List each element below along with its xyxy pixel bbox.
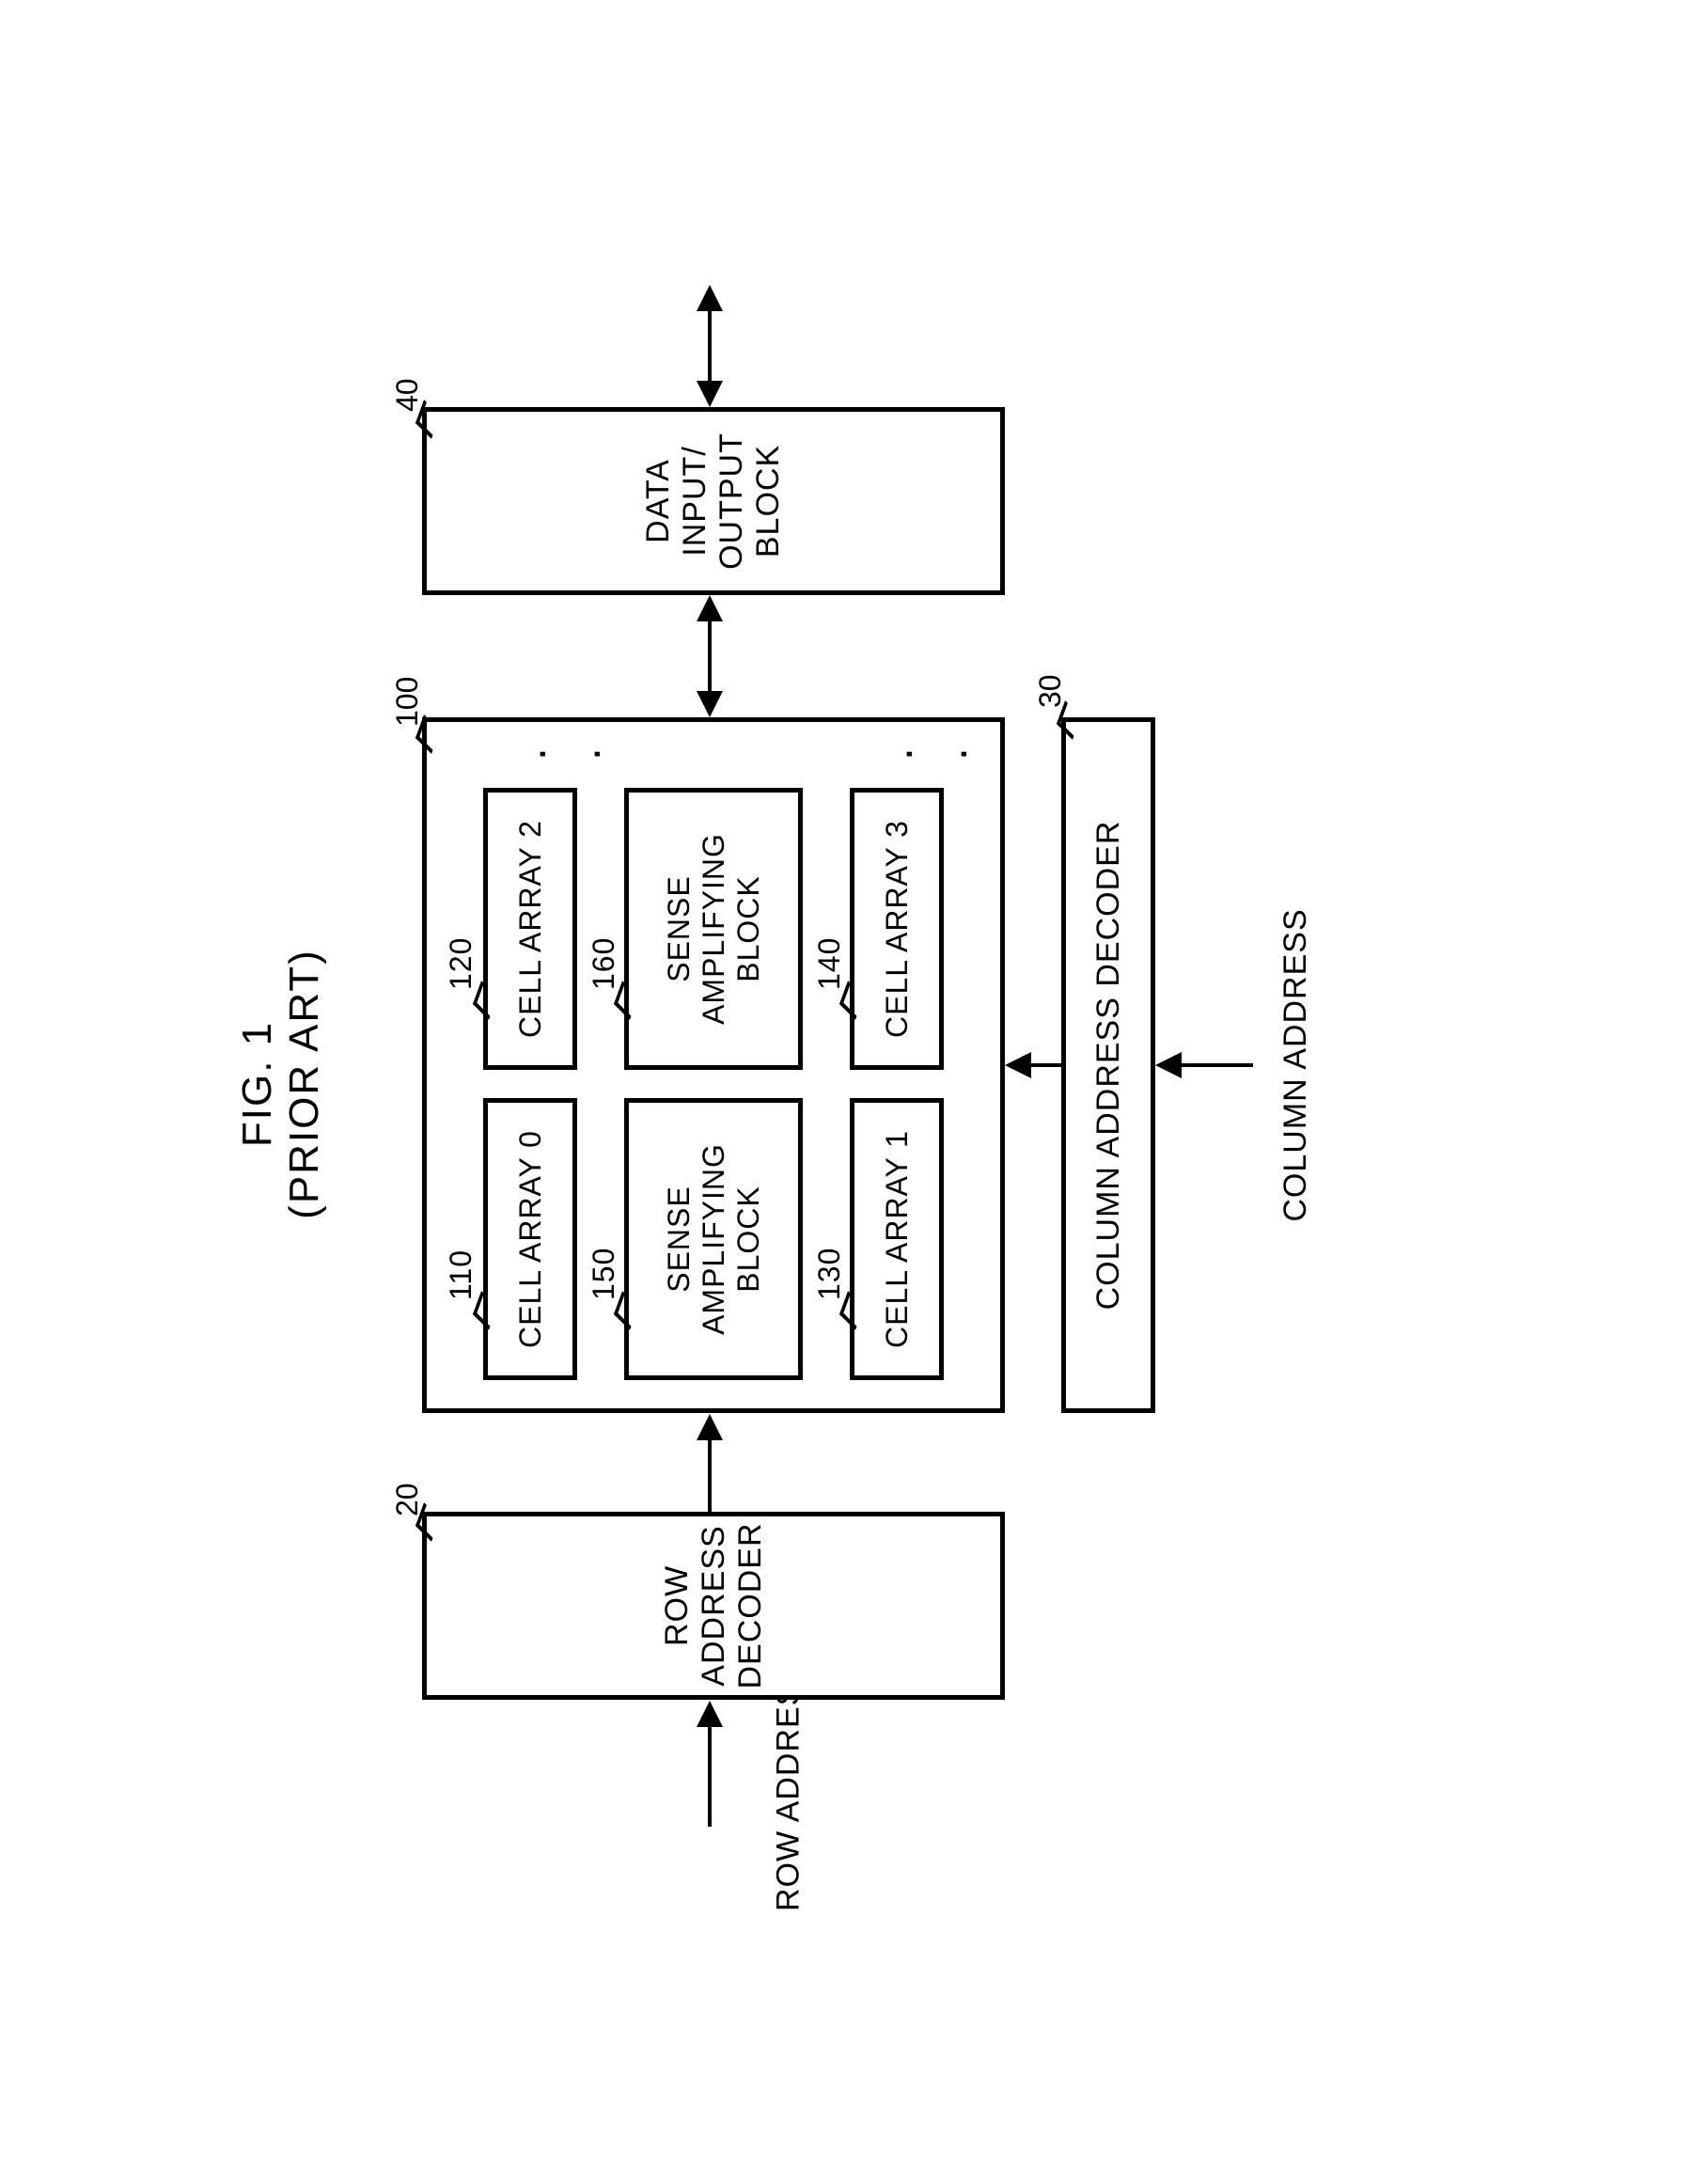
- memory-container-ref: 100: [390, 676, 425, 726]
- io-out-arrow-right: [697, 285, 723, 311]
- cell-array-1-ref: 130: [812, 1247, 847, 1299]
- row-address-arrow-line: [708, 1723, 712, 1827]
- row-address-arrowhead: [697, 1701, 723, 1727]
- sense-amp-right-label: SENSE AMPLIFYING BLOCK: [661, 833, 765, 1025]
- figure-title-line2: (PRIOR ART): [281, 949, 327, 1219]
- ellipsis-bottom: . .: [869, 722, 978, 769]
- cell-array-0-ref: 110: [444, 1248, 478, 1299]
- cell-array-0: CELL ARRAY 0: [483, 1098, 577, 1380]
- col-addr-line: [1178, 1063, 1253, 1067]
- sense-amp-left-ref: 150: [587, 1247, 621, 1299]
- cell-array-3-label: CELL ARRAY 3: [879, 820, 914, 1038]
- sense-amp-left-label: SENSE AMPLIFYING BLOCK: [661, 1143, 765, 1335]
- column-address-decoder-label: COLUMN ADDRESS DECODER: [1089, 820, 1126, 1310]
- decoder-to-mem-arrow: [697, 1414, 723, 1440]
- figure-title-line1: FIG. 1: [234, 1020, 280, 1146]
- ellipsis-top: . .: [502, 722, 611, 769]
- col-decoder-ref: 30: [1033, 674, 1068, 708]
- cell-array-2-ref: 120: [444, 936, 478, 989]
- sense-amp-right: SENSE AMPLIFYING BLOCK: [624, 788, 803, 1070]
- cell-array-0-label: CELL ARRAY 0: [512, 1130, 547, 1348]
- column-address-label: COLUMN ADDRESS: [1277, 908, 1314, 1221]
- cell-array-1-label: CELL ARRAY 1: [879, 1130, 914, 1348]
- cell-array-1: CELL ARRAY 1: [850, 1098, 944, 1380]
- cell-array-2-label: CELL ARRAY 2: [512, 820, 547, 1038]
- row-address-decoder-label: ROW ADDRESS DECODER: [658, 1522, 768, 1688]
- sense-amp-right-ref: 160: [587, 936, 621, 989]
- figure-title: FIG. 1 (PRIOR ART): [234, 949, 328, 1219]
- data-io-ref: 40: [390, 378, 425, 412]
- data-io-block-label: DATA INPUT/ OUTPUT BLOCK: [640, 432, 787, 570]
- io-out-arrow-left: [697, 381, 723, 407]
- cell-array-3-ref: 140: [812, 936, 847, 989]
- diagram-root: FIG. 1 (PRIOR ART) ROW ADDRESS ROW ADDRE…: [337, 285, 1371, 1883]
- mem-io-line: [708, 618, 712, 693]
- cell-array-2: CELL ARRAY 2: [483, 788, 577, 1070]
- decoder-to-mem-line: [708, 1437, 712, 1512]
- io-out-line: [708, 307, 712, 383]
- row-decoder-ref: 20: [390, 1483, 425, 1516]
- mem-io-arrow-right: [697, 595, 723, 621]
- coldec-to-mem-line: [1027, 1063, 1061, 1067]
- column-address-decoder: COLUMN ADDRESS DECODER: [1061, 717, 1155, 1413]
- memory-container: CELL ARRAY 0 110 CELL ARRAY 2 120 SENSE …: [422, 717, 1005, 1413]
- sense-amp-left: SENSE AMPLIFYING BLOCK: [624, 1098, 803, 1380]
- data-io-block: DATA INPUT/ OUTPUT BLOCK: [422, 407, 1005, 595]
- mem-io-arrow-left: [697, 691, 723, 717]
- row-address-decoder: ROW ADDRESS DECODER: [422, 1512, 1005, 1700]
- cell-array-3: CELL ARRAY 3: [850, 788, 944, 1070]
